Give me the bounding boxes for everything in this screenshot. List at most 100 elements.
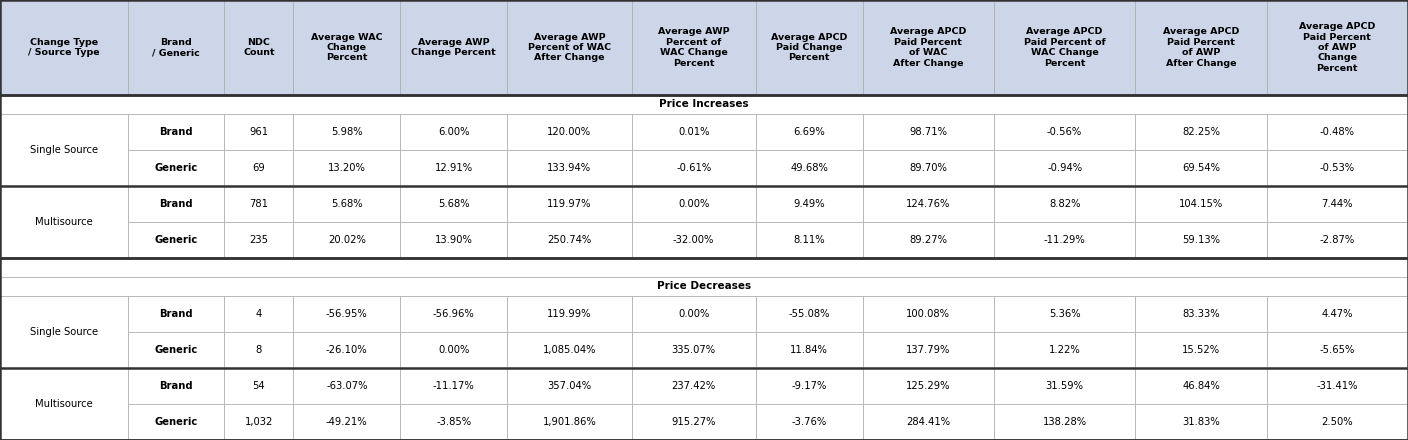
Bar [128,186,224,222]
Bar [1135,332,1267,368]
Bar [224,150,293,186]
Text: 133.94%: 133.94% [548,163,591,173]
Text: -11.29%: -11.29% [1043,235,1086,245]
Text: Average WAC
Change
Percent: Average WAC Change Percent [311,33,383,62]
Bar [632,222,756,258]
Text: 137.79%: 137.79% [907,345,950,355]
Text: 31.83%: 31.83% [1183,417,1219,427]
Text: 781: 781 [249,199,269,209]
Text: 69.54%: 69.54% [1181,163,1219,173]
Text: -49.21%: -49.21% [327,417,367,427]
Bar [994,404,1135,440]
Text: 31.59%: 31.59% [1046,381,1084,391]
Text: 98.71%: 98.71% [910,127,948,137]
Bar [128,332,224,368]
Text: -0.53%: -0.53% [1319,163,1354,173]
Bar [400,150,507,186]
Bar [1267,296,1408,332]
Text: 4.47%: 4.47% [1322,309,1353,319]
Bar [293,114,400,150]
Text: -2.87%: -2.87% [1319,235,1354,245]
Bar [293,332,400,368]
Bar [756,296,863,332]
Bar [863,0,994,95]
Text: 250.74%: 250.74% [548,235,591,245]
Bar [293,0,400,95]
Text: 0.00%: 0.00% [679,309,710,319]
Bar [0,0,128,95]
Bar [756,404,863,440]
Bar [0,368,128,440]
Bar [400,368,507,404]
Bar [756,114,863,150]
Text: 8.11%: 8.11% [794,235,825,245]
Text: -32.00%: -32.00% [673,235,714,245]
Bar [293,186,400,222]
Text: 9.49%: 9.49% [794,199,825,209]
Bar [224,296,293,332]
Bar [293,368,400,404]
Text: 119.97%: 119.97% [548,199,591,209]
Bar [400,186,507,222]
Text: 8.82%: 8.82% [1049,199,1080,209]
Text: -11.17%: -11.17% [432,381,474,391]
Bar [632,0,756,95]
Text: 5.68%: 5.68% [438,199,470,209]
Text: -55.08%: -55.08% [788,309,829,319]
Bar [293,404,400,440]
Bar [863,222,994,258]
Bar [1135,222,1267,258]
Bar [863,114,994,150]
Bar [1267,404,1408,440]
Text: -63.07%: -63.07% [327,381,367,391]
Text: 125.29%: 125.29% [907,381,950,391]
Text: Multisource: Multisource [35,217,93,227]
Bar [632,332,756,368]
Text: 961: 961 [249,127,269,137]
Text: 15.52%: 15.52% [1181,345,1219,355]
Text: 0.01%: 0.01% [677,127,710,137]
Bar [400,296,507,332]
Text: 335.07%: 335.07% [672,345,715,355]
Bar [128,404,224,440]
Bar [1267,150,1408,186]
Bar [1135,0,1267,95]
Text: Generic: Generic [155,235,197,245]
Text: 1,901.86%: 1,901.86% [542,417,596,427]
Text: 237.42%: 237.42% [672,381,715,391]
Bar [0,95,1408,114]
Bar [756,222,863,258]
Bar [632,150,756,186]
Text: 7.44%: 7.44% [1322,199,1353,209]
Bar [507,186,632,222]
Bar [400,404,507,440]
Text: Generic: Generic [155,345,197,355]
Bar [1135,368,1267,404]
Text: 5.68%: 5.68% [331,199,363,209]
Bar [128,296,224,332]
Bar [224,186,293,222]
Text: 5.98%: 5.98% [331,127,363,137]
Bar [1135,404,1267,440]
Bar [507,150,632,186]
Text: Brand: Brand [159,381,193,391]
Bar [507,0,632,95]
Text: 5.36%: 5.36% [1049,309,1080,319]
Text: 6.69%: 6.69% [793,127,825,137]
Text: 357.04%: 357.04% [548,381,591,391]
Text: 59.13%: 59.13% [1181,235,1219,245]
Text: -9.17%: -9.17% [791,381,826,391]
Text: Brand: Brand [159,199,193,209]
Text: Multisource: Multisource [35,399,93,409]
Bar [994,222,1135,258]
Bar [507,404,632,440]
Bar [1135,150,1267,186]
Text: 69: 69 [252,163,265,173]
Bar [128,114,224,150]
Bar [507,114,632,150]
Text: Price Decreases: Price Decreases [658,281,750,291]
Text: 12.91%: 12.91% [435,163,473,173]
Bar [224,114,293,150]
Bar [863,186,994,222]
Text: 11.84%: 11.84% [790,345,828,355]
